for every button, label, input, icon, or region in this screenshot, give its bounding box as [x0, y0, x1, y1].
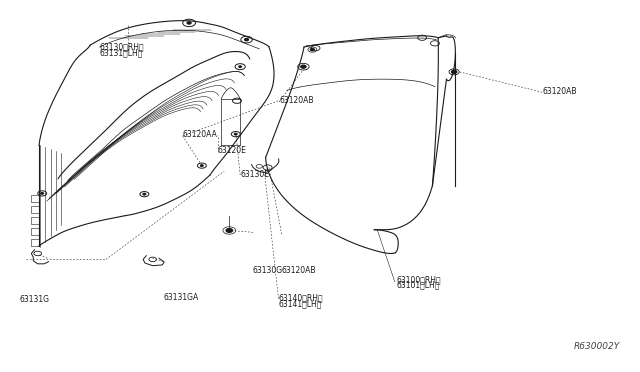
Text: 63131〈LH〉: 63131〈LH〉	[100, 49, 143, 58]
Text: 63130E: 63130E	[240, 170, 269, 179]
Text: 63120E: 63120E	[218, 146, 246, 155]
Text: 63120AB: 63120AB	[282, 266, 316, 275]
Text: 63131GA: 63131GA	[164, 294, 199, 302]
Circle shape	[244, 38, 248, 41]
Circle shape	[239, 66, 241, 67]
Text: 63131G: 63131G	[20, 295, 50, 304]
Circle shape	[143, 193, 146, 195]
Circle shape	[310, 48, 314, 51]
Text: 63140〈RH〉: 63140〈RH〉	[278, 294, 323, 302]
Circle shape	[187, 22, 191, 24]
Text: 63120AA: 63120AA	[182, 130, 218, 140]
Text: 63100〈RH〉: 63100〈RH〉	[397, 275, 441, 284]
Circle shape	[200, 165, 203, 166]
Circle shape	[301, 65, 306, 68]
Text: 63141〈LH〉: 63141〈LH〉	[278, 299, 322, 308]
Circle shape	[226, 229, 232, 232]
Text: R630002Y: R630002Y	[574, 342, 620, 351]
Circle shape	[41, 193, 44, 194]
Text: 63130G: 63130G	[253, 266, 283, 275]
Text: 63130〈RH〉: 63130〈RH〉	[100, 42, 144, 51]
Text: 63120AB: 63120AB	[279, 96, 314, 105]
Circle shape	[452, 70, 457, 73]
Text: 63101〈LH〉: 63101〈LH〉	[397, 281, 440, 290]
Circle shape	[234, 134, 237, 135]
Text: 63120AB: 63120AB	[542, 87, 577, 96]
